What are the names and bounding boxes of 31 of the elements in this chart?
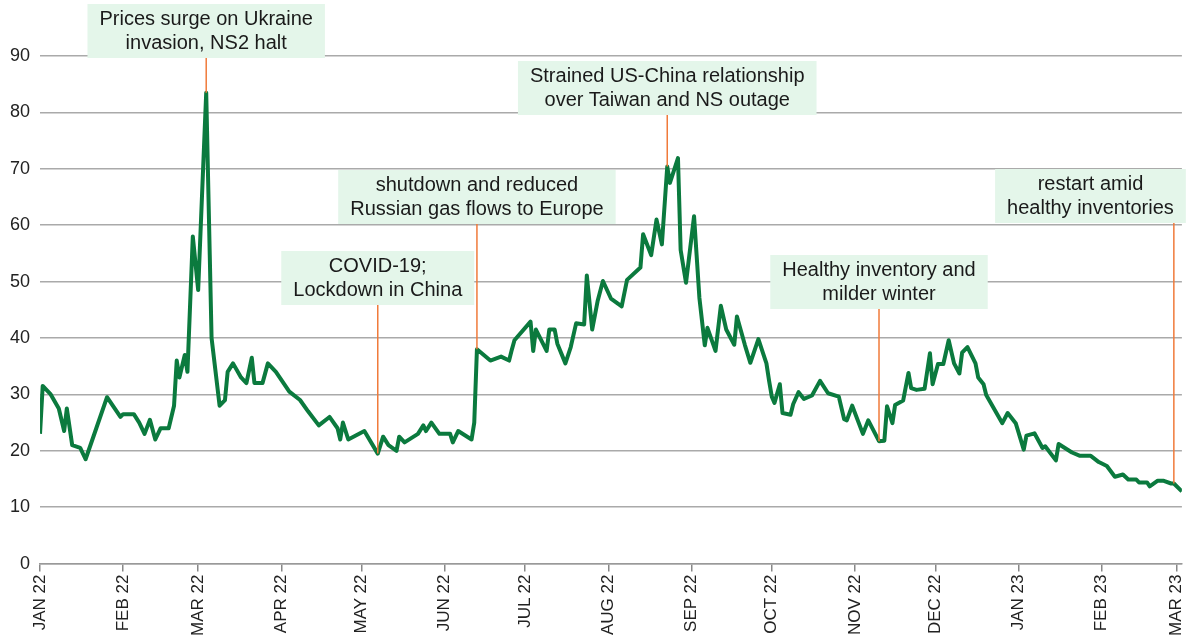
- x-tick-label: NOV 22: [844, 574, 864, 636]
- x-tick-label: FEB 22: [112, 574, 132, 632]
- annotation: restart amid healthy inventories: [1007, 171, 1174, 218]
- x-tick-label: AUG 22: [597, 574, 617, 636]
- x-tick-label: MAR 22: [187, 574, 207, 637]
- y-tick-label: 70: [9, 157, 31, 178]
- y-tick-label: 80: [9, 101, 31, 122]
- x-tick-label: MAR 23: [1166, 574, 1186, 637]
- annotation: COVID-19; Lockdown in China: [293, 253, 464, 300]
- y-tick-label: 50: [9, 270, 31, 291]
- annotation: Prices surge on Ukraine invasion, NS2 halt: [99, 6, 313, 53]
- x-tick-label: OCT 22: [761, 574, 781, 634]
- x-tick-label: SEP 22: [681, 574, 701, 632]
- y-tick-label: 60: [9, 214, 31, 235]
- x-tick-label: JUN 22: [434, 574, 454, 632]
- x-tick-label: JUL 22: [514, 574, 534, 628]
- y-tick-label: 90: [9, 44, 31, 65]
- y-tick-label: 10: [9, 496, 31, 517]
- x-tick-label: APR 22: [270, 574, 290, 634]
- annotation: Strained US-China relationship over Taiwan and NS outage: [529, 63, 805, 110]
- x-tick-label: JAN 22: [29, 574, 49, 631]
- y-tick-label: 20: [9, 439, 31, 460]
- y-tick-label: 40: [9, 326, 31, 347]
- y-tick-label: 30: [9, 383, 31, 404]
- y-tick-label: 0: [20, 552, 31, 573]
- annotation: Healthy inventory and milder winter: [782, 257, 976, 304]
- x-tick-label: MAY 22: [351, 574, 371, 634]
- annotation: shutdown and reduced Russian gas flows to Europe: [350, 172, 604, 219]
- x-tick-label: DEC 22: [924, 574, 944, 635]
- x-tick-label: FEB 23: [1091, 574, 1111, 632]
- x-tick-label: JAN 23: [1008, 574, 1028, 631]
